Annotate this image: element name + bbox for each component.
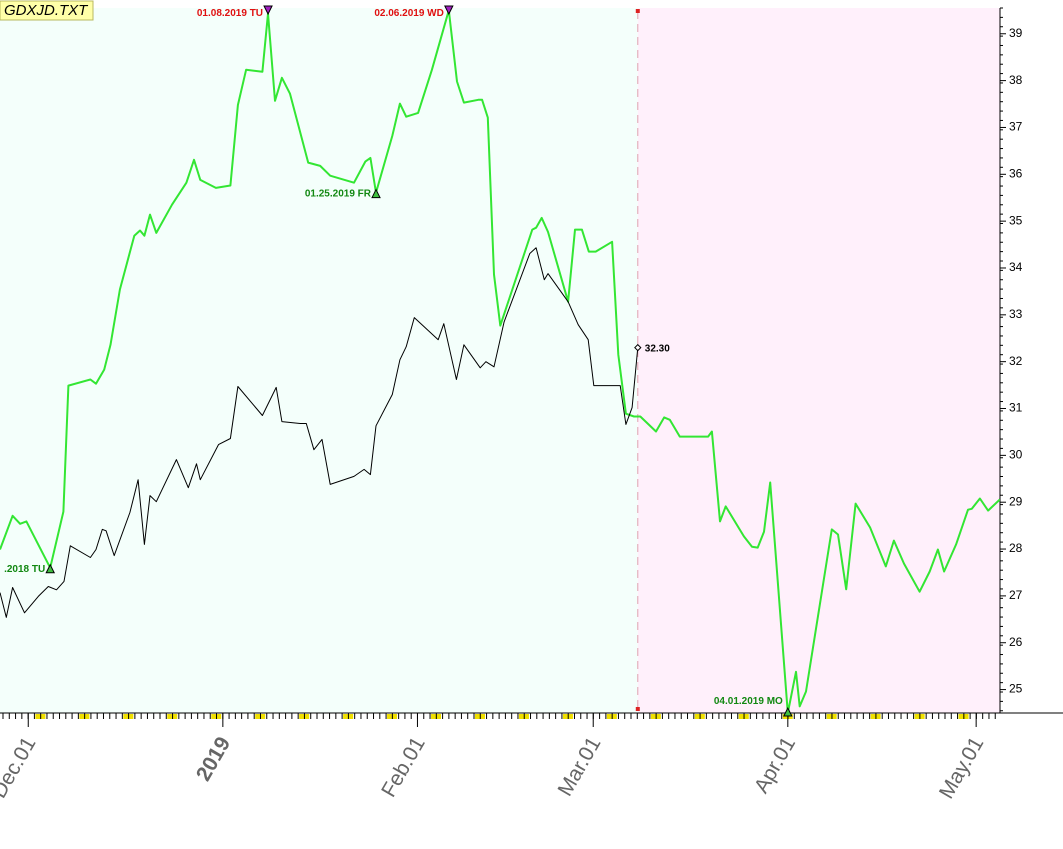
annotation-label: 01.08.2019 TU <box>197 8 263 19</box>
y-tick-label: 34 <box>1009 260 1023 274</box>
y-tick-label: 27 <box>1009 588 1023 602</box>
background-history <box>0 8 638 713</box>
y-tick-label: 35 <box>1009 213 1023 227</box>
y-tick-label: 36 <box>1009 166 1023 180</box>
y-tick-label: 30 <box>1009 448 1023 462</box>
y-tick-label: 38 <box>1009 73 1023 87</box>
annotation-label: .2018 TU <box>4 564 45 575</box>
y-tick-label: 28 <box>1009 541 1023 555</box>
peak-marker <box>263 5 273 16</box>
series-line <box>0 9 1000 713</box>
trough-marker <box>371 188 381 199</box>
y-tick-label: 37 <box>1009 120 1023 134</box>
annotations: 01.08.2019 TU 02.06.2019 WD 01.25.2019 FR.… <box>4 5 793 717</box>
y-tick-label: 29 <box>1009 494 1023 508</box>
plot-lines <box>0 9 1000 713</box>
annotation-label: 32.30 <box>645 344 670 355</box>
x-tick-label: Feb.01 <box>377 733 430 801</box>
plot-background <box>0 8 1000 713</box>
trough-marker <box>783 706 793 717</box>
x-tick-label: Mar.01 <box>554 733 606 800</box>
x-tick-label: May.01 <box>935 733 989 803</box>
y-tick-label: 32 <box>1009 354 1023 368</box>
peak-marker <box>444 5 454 16</box>
background-projection <box>637 8 1000 713</box>
chart-title: GDXJD.TXT <box>4 2 89 19</box>
y-tick-label: 39 <box>1009 26 1023 40</box>
x-tick-label: 2019 <box>192 733 235 785</box>
annotation-label: 01.25.2019 FR <box>305 189 372 200</box>
y-tick-label: 33 <box>1009 307 1023 321</box>
trough-marker <box>45 563 56 574</box>
annotation-label: 04.01.2019 MO <box>714 696 783 707</box>
last-value-marker <box>634 343 642 352</box>
title-box <box>0 0 94 21</box>
y-tick-label: 25 <box>1009 682 1023 696</box>
series-line <box>0 247 639 618</box>
x-tick-label: Apr.01 <box>750 733 800 797</box>
divider-dot <box>635 707 640 711</box>
divider-dot <box>635 9 640 13</box>
y-tick-label: 26 <box>1009 635 1023 649</box>
x-tick-label: Dec.01 <box>0 733 41 802</box>
annotation-label: 02.06.2019 WD <box>374 8 444 19</box>
y-tick-label: 31 <box>1009 401 1023 415</box>
